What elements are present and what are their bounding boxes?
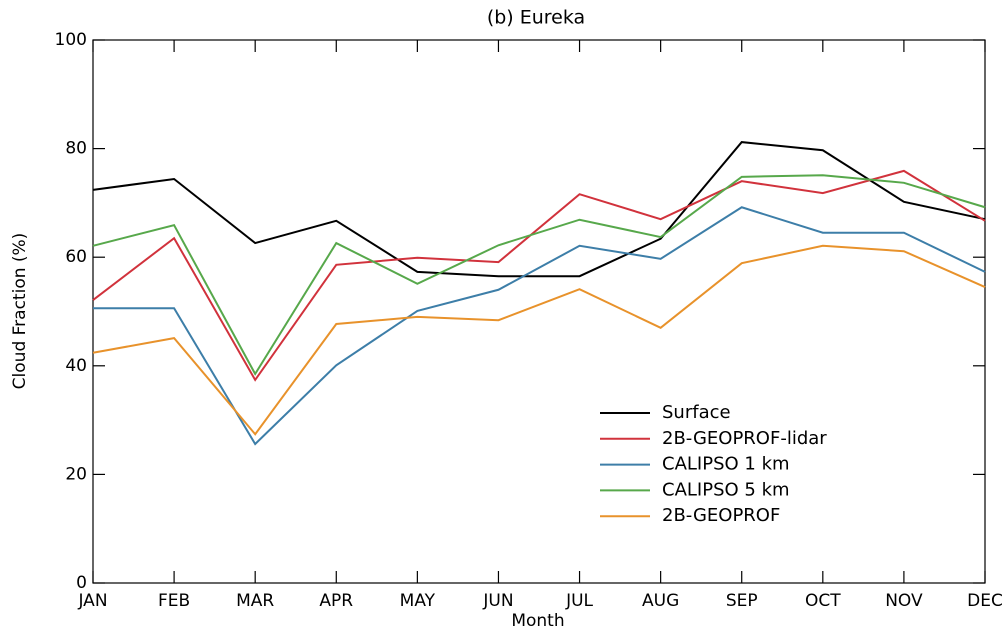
series-line <box>92 141 986 278</box>
x-tick-label: FEB <box>158 591 190 611</box>
plot-frame <box>92 39 986 584</box>
y-tick-label: 40 <box>65 356 87 376</box>
y-tick-label: 80 <box>65 139 87 159</box>
x-tick-label: JAN <box>77 591 107 611</box>
legend-label: CALIPSO 5 km <box>662 479 790 500</box>
x-tick-label: APR <box>319 591 353 611</box>
x-tick-label: JUN <box>482 591 513 611</box>
x-tick-label: SEP <box>726 591 758 611</box>
x-tick-label: MAY <box>400 591 436 611</box>
series-line <box>93 206 986 446</box>
legend-label: 2B-GEOPROF <box>662 505 780 526</box>
legend-label: Surface <box>662 402 731 423</box>
x-tick-label: OCT <box>805 591 841 611</box>
y-axis-label: Cloud Fraction (%) <box>10 233 30 390</box>
legend-label: 2B-GEOPROF-lidar <box>662 428 827 449</box>
x-tick-label: JUL <box>565 591 593 611</box>
y-tick-label: 100 <box>55 30 87 50</box>
chart-title: (b) Eureka <box>487 7 585 29</box>
x-tick-label: MAR <box>236 591 274 611</box>
y-tick-label: 20 <box>65 464 87 484</box>
x-tick-label: AUG <box>642 591 679 611</box>
y-tick-label: 60 <box>65 247 87 267</box>
x-tick-label: DEC <box>967 591 1003 611</box>
series-line <box>92 174 986 376</box>
x-axis-label: Month <box>511 611 564 631</box>
series-line <box>92 244 986 436</box>
legend-label: CALIPSO 1 km <box>662 454 790 475</box>
y-tick-label: 0 <box>76 573 87 593</box>
series-line <box>92 169 986 382</box>
x-tick-label: NOV <box>885 591 923 611</box>
